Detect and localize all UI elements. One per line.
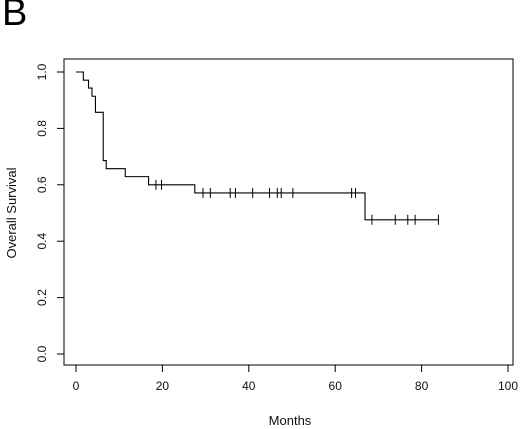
y-tick-label: 0.0 [35,345,49,362]
x-tick-label: 80 [415,379,429,393]
x-tick-label: 20 [156,379,170,393]
y-axis-label: Overall Survival [4,167,19,258]
x-axis-label: Months [269,413,312,428]
x-tick-label: 100 [498,379,518,393]
x-tick-label: 0 [73,379,80,393]
y-axis: 0.0 0.2 0.4 0.6 0.8 1.0 [35,63,65,362]
y-tick-label: 1.0 [35,63,49,80]
y-tick-label: 0.4 [35,233,49,250]
y-tick-label: 0.8 [35,120,49,137]
y-tick-label: 0.2 [35,289,49,306]
x-axis: 0 20 40 60 80 100 [73,364,518,393]
plot-frame [63,58,514,366]
survival-curve [76,71,439,221]
censor-marks [155,179,439,225]
y-tick-label: 0.6 [35,176,49,193]
x-tick-label: 60 [329,379,343,393]
panel-label: B [2,0,28,34]
x-tick-label: 40 [242,379,256,393]
